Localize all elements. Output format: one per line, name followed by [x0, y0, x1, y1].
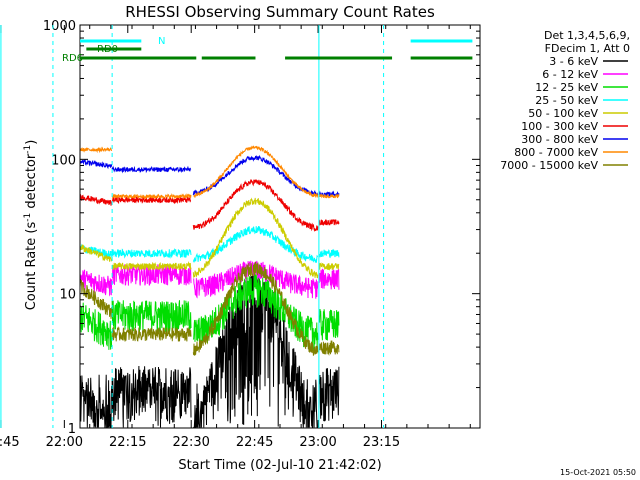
series-line-12-25-kev [80, 273, 340, 352]
y-tick-label-10: 10 [59, 288, 76, 303]
legend-header-0: Det 1,3,4,5,6,9, [544, 29, 630, 42]
y-axis-label-part3: ) [24, 140, 39, 145]
y-axis-label-sup1: -1 [23, 213, 33, 222]
y-tick-label-100: 100 [51, 153, 76, 168]
legend-label-2: 12 - 25 keV [535, 81, 598, 94]
footer-timestamp: 15-Oct-2021 05:50 [560, 468, 636, 477]
series-line-50-100-kev [80, 197, 340, 279]
state-label-rd6: RD6 [62, 53, 83, 64]
legend-label-7: 800 - 7000 keV [514, 146, 598, 159]
state-label-rd0: RD0 [97, 44, 118, 55]
series-line-25-50-kev [80, 225, 340, 263]
x-tick-label-2245: 22:45 [236, 435, 273, 450]
series-line-6-12-kev [80, 260, 340, 299]
legend-label-1: 6 - 12 keV [542, 68, 598, 81]
series-line-300-800-kev [80, 154, 340, 198]
y-axis-label-part2: detector [24, 153, 39, 213]
y-axis-label-sup2: -1 [23, 145, 33, 154]
y-tick-label-1: 1 [68, 422, 76, 437]
x-tick-label-2145: 21:45 [0, 435, 20, 450]
x-tick-label-2300: 23:00 [299, 435, 336, 450]
series-line-7000-15000-kev [80, 261, 340, 357]
x-tick-label-2230: 22:30 [172, 435, 209, 450]
legend-label-4: 50 - 100 keV [528, 107, 598, 120]
y-tick-label-1000: 1000 [43, 19, 76, 34]
x-tick-label-2215: 22:15 [109, 435, 146, 450]
x-tick-label-2315: 23:15 [363, 435, 400, 450]
legend-label-6: 300 - 800 keV [521, 133, 598, 146]
legend-label-5: 100 - 300 keV [521, 120, 598, 133]
y-axis-label: Count Rate (s-1 detector-1) [23, 140, 39, 311]
x-axis-label: Start Time (02-Jul-10 21:42:02) [178, 458, 381, 473]
series-line-100-300-kev [80, 179, 340, 233]
chart-title: RHESSI Observing Summary Count Rates [125, 3, 435, 21]
series-line-800-7000-kev [80, 145, 340, 200]
plot-area: 1 10 100 1000 21:45 22:00 22:15 22:30 22:45 23:00… [0, 19, 481, 450]
series-group [80, 145, 340, 428]
legend-label-8: 7000 - 15000 keV [500, 159, 598, 172]
y-axis-label-part1: Count Rate (s [24, 222, 39, 311]
state-label-n: N [158, 36, 165, 47]
legend-header-1: FDecim 1, Att 0 [545, 42, 630, 55]
series-line-3-6-kev [80, 273, 340, 428]
legend-label-3: 25 - 50 keV [535, 94, 598, 107]
legend: Det 1,3,4,5,6,9,FDecim 1, Att 03 - 6 keV… [500, 29, 630, 172]
x-tick-label-2200: 22:00 [46, 435, 83, 450]
legend-label-0: 3 - 6 keV [549, 55, 598, 68]
